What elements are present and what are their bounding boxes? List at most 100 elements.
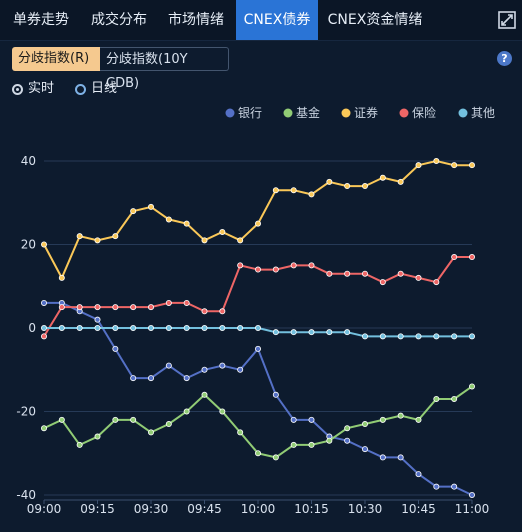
data-point — [183, 375, 190, 382]
x-tick-label: 10:45 — [401, 502, 436, 516]
data-point — [112, 324, 119, 331]
tab-trade-distribution[interactable]: 成交分布 — [91, 12, 147, 28]
data-point — [130, 304, 137, 311]
data-point — [451, 395, 458, 402]
data-point — [290, 416, 297, 423]
data-point — [415, 162, 422, 169]
data-point — [415, 471, 422, 478]
radio-realtime[interactable]: 实时 — [12, 80, 54, 98]
data-point — [308, 441, 315, 448]
data-point — [326, 329, 333, 336]
data-point — [397, 454, 404, 461]
data-point — [254, 220, 261, 227]
data-point — [219, 324, 226, 331]
data-point — [433, 483, 440, 490]
data-point — [468, 333, 475, 340]
data-point — [112, 304, 119, 311]
data-point — [165, 324, 172, 331]
data-point — [290, 187, 297, 194]
x-tick-label: 10:30 — [348, 502, 383, 516]
data-point — [130, 324, 137, 331]
x-tick-label: 09:15 — [80, 502, 115, 516]
data-point — [379, 333, 386, 340]
data-point — [468, 383, 475, 390]
data-point — [326, 437, 333, 444]
data-point — [112, 233, 119, 240]
data-point — [219, 362, 226, 369]
data-point — [272, 187, 279, 194]
x-tick-label: 11:00 — [455, 502, 490, 516]
data-point — [183, 408, 190, 415]
data-point — [379, 416, 386, 423]
data-point — [183, 299, 190, 306]
legend-marker — [225, 108, 235, 118]
x-tick-label: 09:45 — [187, 502, 222, 516]
data-point — [165, 421, 172, 428]
data-point — [41, 324, 48, 331]
tab-market-sentiment[interactable]: 市场情绪 — [168, 12, 224, 28]
data-point — [112, 345, 119, 352]
data-point — [165, 362, 172, 369]
data-point — [361, 270, 368, 277]
data-point — [308, 191, 315, 198]
y-tick-label: -20 — [16, 405, 36, 419]
data-point — [183, 220, 190, 227]
data-point — [237, 262, 244, 269]
data-point — [147, 375, 154, 382]
tab-bar: 单券走势 成交分布 市场情绪 CNEX债券 CNEX资金情绪 — [0, 0, 522, 41]
y-tick-label: -40 — [16, 488, 36, 502]
data-point — [290, 262, 297, 269]
data-point — [165, 216, 172, 223]
data-point — [147, 203, 154, 210]
data-point — [41, 333, 48, 340]
data-point — [415, 416, 422, 423]
data-point — [344, 270, 351, 277]
data-point — [41, 425, 48, 432]
data-point — [165, 299, 172, 306]
data-point — [76, 324, 83, 331]
expand-icon[interactable] — [498, 11, 516, 29]
radio-realtime-label: 实时 — [28, 81, 55, 96]
data-point — [344, 437, 351, 444]
data-point — [76, 233, 83, 240]
legend-marker — [399, 108, 409, 118]
data-point — [58, 304, 65, 311]
data-point — [451, 162, 458, 169]
subtab-divergence-index-r[interactable]: 分歧指数(R) — [12, 47, 100, 71]
help-icon[interactable]: ? — [497, 51, 512, 66]
data-point — [397, 333, 404, 340]
data-point — [237, 429, 244, 436]
tab-cnex-fund-sentiment[interactable]: CNEX资金情绪 — [327, 12, 423, 28]
radio-daily[interactable]: 日线 — [75, 80, 117, 98]
data-point — [272, 329, 279, 336]
radio-daily-label: 日线 — [91, 81, 118, 96]
data-point — [254, 345, 261, 352]
tab-single-bond-trend[interactable]: 单券走势 — [13, 12, 69, 28]
data-point — [94, 433, 101, 440]
x-tick-label: 10:15 — [294, 502, 329, 516]
tab-cnex-bond[interactable]: CNEX债券 — [236, 0, 318, 40]
data-point — [290, 441, 297, 448]
chart-series — [41, 157, 475, 498]
data-point — [379, 454, 386, 461]
data-point — [361, 446, 368, 453]
data-point — [219, 228, 226, 235]
data-point — [183, 324, 190, 331]
data-point — [147, 304, 154, 311]
data-point — [379, 279, 386, 286]
data-point — [308, 416, 315, 423]
data-point — [397, 178, 404, 185]
x-tick-label: 09:30 — [134, 502, 169, 516]
data-point — [468, 491, 475, 498]
data-point — [344, 329, 351, 336]
x-tick-label: 10:00 — [241, 502, 276, 516]
data-point — [433, 395, 440, 402]
data-point — [94, 237, 101, 244]
radio-checked-icon — [12, 84, 23, 95]
data-point — [379, 174, 386, 181]
data-point — [272, 454, 279, 461]
data-point — [76, 441, 83, 448]
radio-unchecked-icon — [75, 84, 86, 95]
subtab-divergence-index-10y-cdb[interactable]: 分歧指数(10Y CDB) — [100, 47, 229, 91]
